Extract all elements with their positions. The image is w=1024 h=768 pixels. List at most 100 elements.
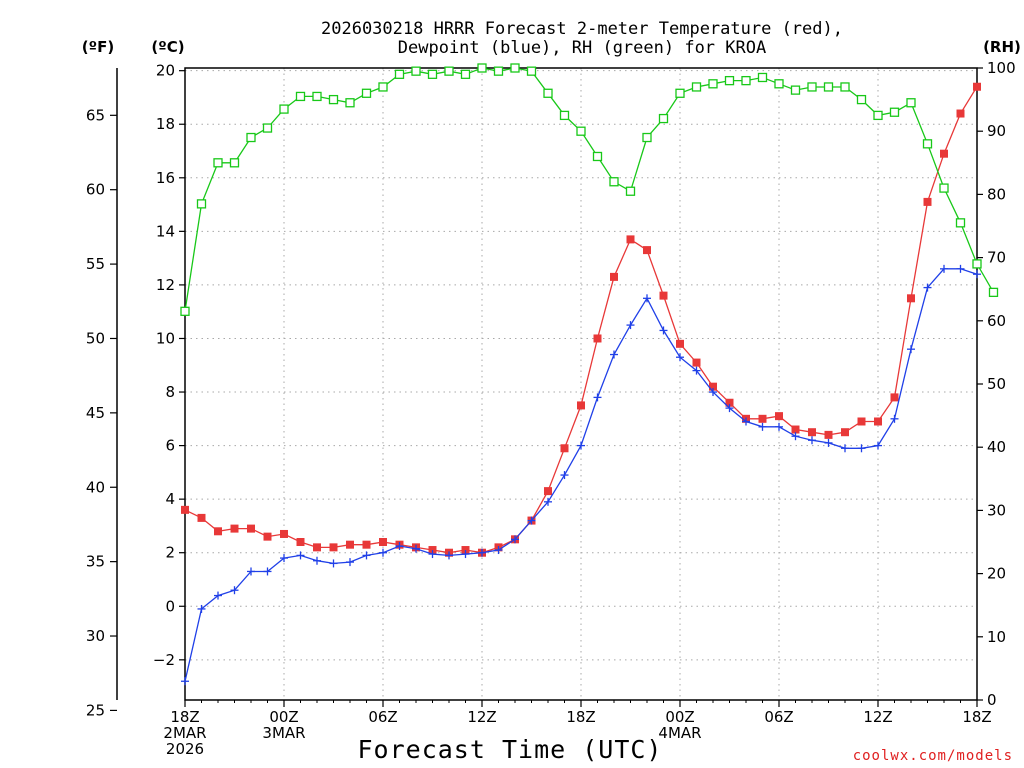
- rh-tick-label: 90: [987, 122, 1006, 140]
- fahrenheit-unit-label: (ºF): [82, 38, 114, 56]
- gridlines: [185, 68, 977, 700]
- rh-tick-label: 50: [987, 375, 1006, 393]
- celsius-tick-label: 6: [165, 437, 175, 455]
- series-temperature: [181, 82, 981, 557]
- fahrenheit-tick-label: 25: [86, 701, 105, 719]
- rh-point: [411, 66, 421, 76]
- credit-label: coolwx.com/models: [853, 748, 1013, 764]
- rh-point: [642, 132, 652, 143]
- dewpoint-point: [214, 591, 222, 600]
- dewpoint-point: [643, 294, 651, 303]
- rh-point: [757, 72, 768, 83]
- fahrenheit-tick-label: 60: [86, 181, 105, 199]
- celsius-tick-label: 20: [156, 62, 175, 80]
- dewpoint-point: [494, 546, 503, 555]
- x-tick-label: 06Z: [368, 708, 397, 726]
- temperature-point: [692, 358, 701, 367]
- rh-point: [180, 306, 190, 316]
- rh-tick-label: 20: [987, 565, 1006, 583]
- x-tick-label: 12Z: [863, 708, 892, 726]
- celsius-tick-label: −2: [153, 651, 175, 669]
- celsius-tick-label: 14: [156, 222, 175, 240]
- dewpoint-point: [593, 393, 602, 402]
- rh-point: [972, 259, 982, 269]
- dewpoint-point: [247, 567, 255, 576]
- rh-point: [477, 63, 487, 73]
- rh-point: [559, 110, 570, 121]
- temperature-point: [560, 444, 569, 453]
- temperature-point: [907, 294, 915, 303]
- dewpoint-point: [775, 422, 783, 431]
- x-tick-label: 2MAR: [163, 724, 206, 742]
- rh-point: [691, 82, 702, 92]
- dewpoint-point: [379, 548, 387, 557]
- dewpoint-point: [626, 321, 635, 330]
- dewpoint-point: [808, 436, 816, 445]
- rh-point: [675, 88, 685, 98]
- dewpoint-point: [395, 542, 404, 551]
- temperature-point: [181, 505, 189, 514]
- dewpoint-point: [313, 556, 321, 565]
- rh-point: [774, 79, 784, 89]
- rh-point: [526, 66, 537, 76]
- temperature-point: [874, 417, 882, 426]
- rh-point: [625, 186, 636, 196]
- rh-point: [460, 69, 471, 79]
- celsius-tick-label: 16: [156, 169, 175, 187]
- rh-point: [229, 158, 240, 168]
- dewpoint-point: [544, 497, 552, 506]
- x-tick-label: 18Z: [962, 708, 991, 726]
- temperature-point: [461, 546, 470, 555]
- rh-point: [939, 183, 949, 193]
- temperature-point: [313, 543, 321, 552]
- dewpoint-point: [296, 551, 305, 560]
- temperature-point: [808, 428, 816, 437]
- temperature-point: [362, 540, 371, 549]
- rh-tick-label: 100: [987, 59, 1016, 77]
- dewpoint-point: [329, 559, 338, 568]
- x-tick-label: 00Z: [665, 708, 694, 726]
- celsius-tick-label: 12: [156, 276, 175, 294]
- rh-point: [510, 63, 520, 73]
- temperature-point: [923, 197, 932, 206]
- temperature-point: [379, 538, 387, 546]
- celsius-tick-label: 8: [165, 383, 175, 401]
- x-tick-label: 06Z: [764, 708, 793, 726]
- dewpoint-point: [280, 554, 288, 563]
- rh-unit-label: (RH): [983, 38, 1021, 56]
- rh-point: [988, 287, 999, 298]
- dewpoint-point: [841, 444, 849, 453]
- fahrenheit-tick-label: 40: [86, 478, 105, 496]
- celsius-unit-label: (ºC): [151, 38, 184, 56]
- rh-point: [279, 104, 289, 114]
- rh-point: [345, 98, 355, 108]
- dewpoint-point: [230, 586, 239, 595]
- dewpoint-point: [940, 264, 948, 273]
- chart-title: 2026030218 HRRR Forecast 2-meter Tempera…: [321, 19, 843, 58]
- dewpoint-point: [346, 558, 354, 567]
- x-axis-label: Forecast Time (UTC): [358, 735, 663, 764]
- dewpoint-point: [791, 432, 800, 441]
- rh-tick-label: 80: [987, 185, 1006, 203]
- rh-tick-label: 70: [987, 249, 1006, 267]
- x-tick-label: 18Z: [566, 708, 595, 726]
- fahrenheit-tick-label: 35: [86, 553, 105, 571]
- dewpoint-point: [824, 438, 833, 447]
- celsius-tick-label: 0: [165, 597, 175, 615]
- x-tick-label: 00Z: [269, 708, 298, 726]
- dewpoint-point: [527, 516, 536, 525]
- x-tick-label: 2026: [166, 740, 204, 758]
- rh-tick-label: 40: [987, 438, 1006, 456]
- series-dewpoint: [181, 264, 981, 686]
- rh-point: [922, 139, 933, 149]
- fahrenheit-tick-label: 45: [86, 404, 105, 422]
- celsius-tick-label: 2: [165, 544, 175, 562]
- temperature-point: [346, 540, 354, 549]
- rh-point: [955, 218, 966, 228]
- dewpoint-point: [511, 535, 519, 544]
- x-tick-label: 12Z: [467, 708, 496, 726]
- temperature-point: [709, 382, 717, 391]
- temperature-point: [890, 393, 899, 402]
- temperature-point: [610, 272, 618, 281]
- x-tick-label: 4MAR: [658, 724, 701, 742]
